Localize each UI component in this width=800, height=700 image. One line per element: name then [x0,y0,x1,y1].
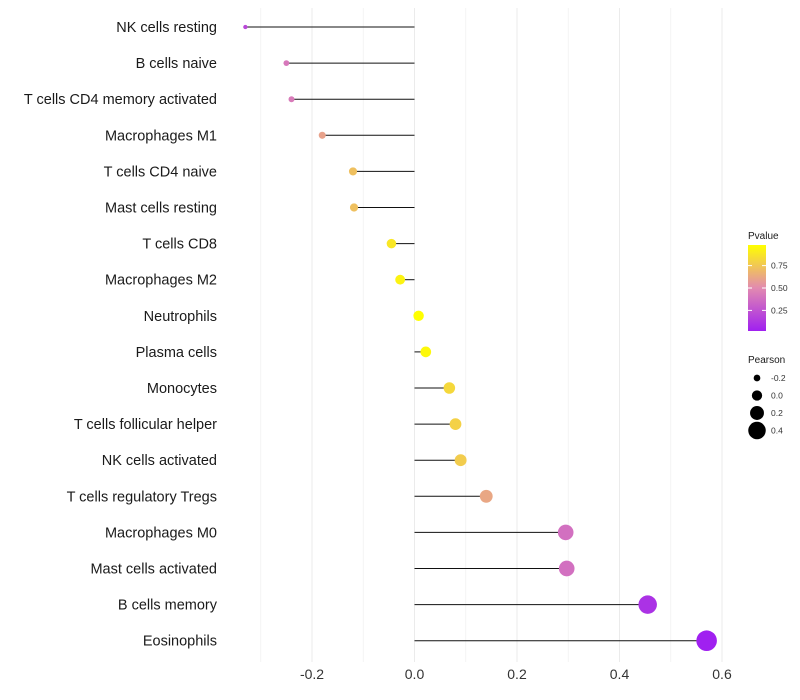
lollipop-dot [557,524,574,541]
lollipop-dot [413,310,424,322]
lollipop-stems [245,26,707,642]
lollipop-dot [288,96,295,103]
size-legend-dot [748,421,766,440]
pearson-legend: Pearson -0.2 0.0 0.2 0.4 [748,355,786,440]
lollipop-dot [454,454,467,467]
size-legend-dot [750,406,764,420]
category-label: B cells memory [118,598,218,614]
pvalue-legend: Pvalue 0.25 0.50 0.75 [748,231,788,331]
lollipop-dot [348,167,358,176]
x-tick-label: 0.2 [507,666,527,682]
lollipop-dot [386,238,397,249]
size-legend-label: 0.0 [771,391,783,401]
category-label: B cells naive [136,56,217,72]
category-label: Mast cells resting [105,201,217,217]
category-label: T cells CD4 naive [104,164,217,180]
x-axis-ticks: -0.2 0.0 0.2 0.4 0.6 [300,666,732,682]
category-label: NK cells resting [116,20,217,36]
lollipop-dots [243,24,717,651]
category-label: T cells regulatory Tregs [67,489,217,505]
pvalue-colorbar [748,245,766,331]
x-tick-label: 0.0 [405,666,425,682]
x-tick-label: 0.4 [610,666,630,682]
size-legend-dot [753,374,761,382]
category-label: T cells follicular helper [74,417,217,433]
lollipop-dot [283,60,290,66]
category-label: Monocytes [147,381,217,397]
lollipop-dot [558,560,575,577]
lollipop-dot [243,24,248,30]
category-label: Macrophages M2 [105,273,217,289]
lollipop-dot [479,489,493,503]
category-label: Eosinophils [143,634,217,650]
category-label: Neutrophils [144,309,217,325]
category-label: Macrophages M1 [105,128,217,144]
x-tick-label: -0.2 [300,666,324,682]
lollipop-dot [349,203,359,212]
lollipop-dot [318,131,326,139]
category-label: Mast cells activated [90,562,217,578]
lollipop-dot [395,274,406,285]
grid-lines [260,8,723,662]
pearson-legend-title: Pearson [748,355,785,366]
category-label: Plasma cells [136,345,217,361]
pvalue-legend-title: Pvalue [748,231,779,242]
category-labels: NK cells resting B cells naive T cells CD4… [24,20,218,650]
lollipop-dot [638,595,657,614]
x-tick-label: 0.6 [712,666,732,682]
size-legend-label: 0.4 [771,426,783,436]
lollipop-dot [696,630,717,651]
category-label: NK cells activated [102,453,217,469]
category-label: Macrophages M0 [105,525,217,541]
colorbar-tick-label: 0.75 [771,261,788,271]
category-label: T cells CD8 [142,237,217,253]
category-label: T cells CD4 memory activated [24,92,217,108]
lollipop-dot [420,346,432,358]
colorbar-tick-label: 0.25 [771,305,788,315]
size-legend-label: -0.2 [771,373,786,383]
lollipop-dot [449,418,462,430]
lollipop-dot [443,382,456,394]
size-legend-dot [751,390,763,401]
size-legend-label: 0.2 [771,408,783,418]
colorbar-tick-label: 0.50 [771,283,788,293]
